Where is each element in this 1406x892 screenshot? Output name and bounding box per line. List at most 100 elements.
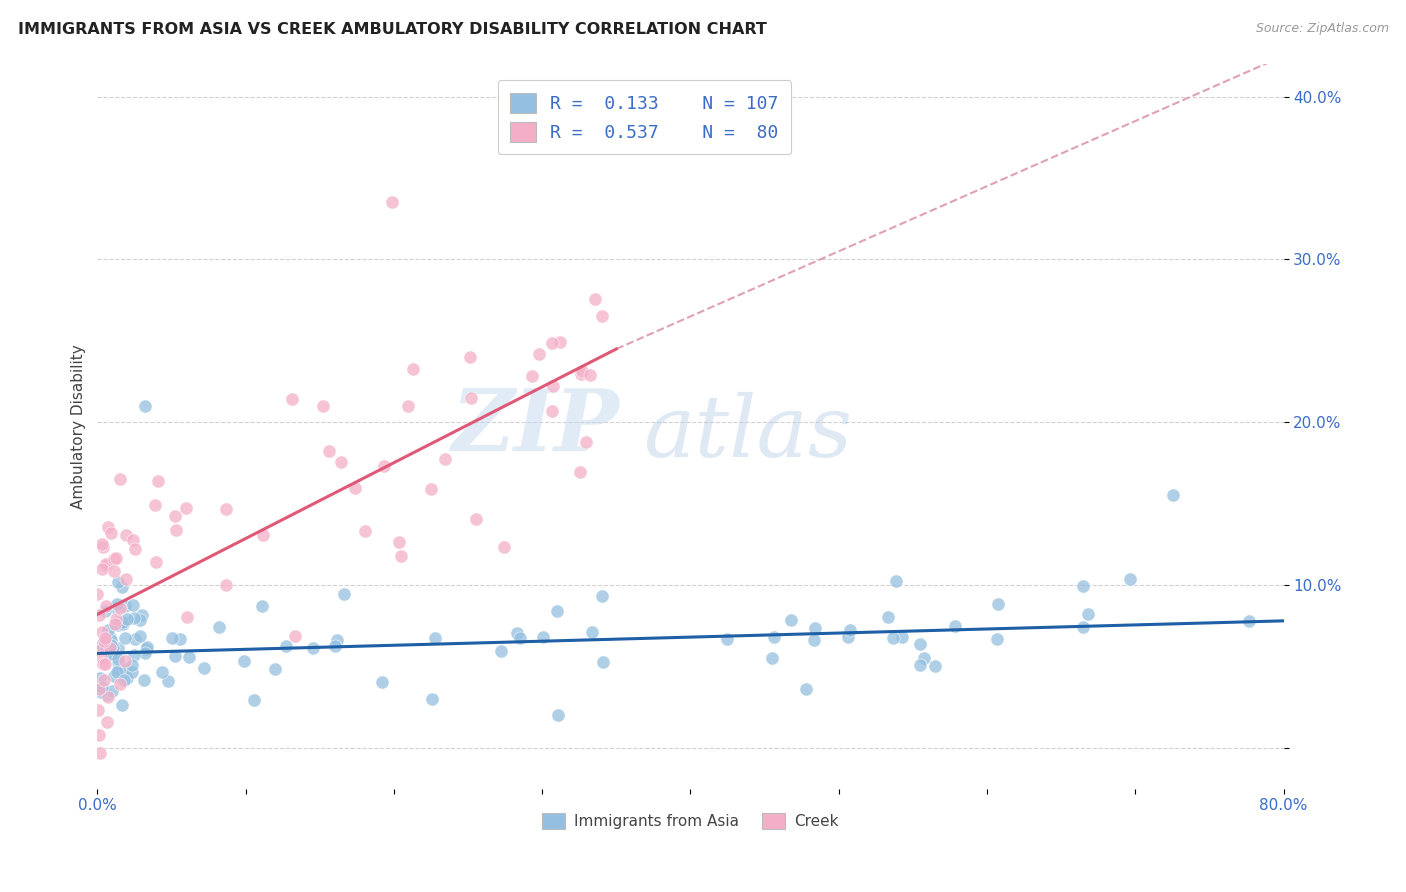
Point (91, 625, 114, 640)
Point (94, 558, 117, 573)
Point (165, 524, 187, 538)
Point (541, 404, 564, 418)
Point (794, 681, 817, 696)
Point (987, 597, 1010, 611)
Point (548, 334, 571, 349)
Point (420, 692, 443, 706)
Point (571, 363, 593, 377)
Point (908, 657, 931, 672)
Point (107, 575, 129, 590)
Point (177, 649, 200, 664)
Point (910, 637, 932, 651)
Point (115, 612, 138, 626)
Point (373, 459, 395, 474)
Point (90, 684, 112, 698)
Point (104, 600, 127, 615)
Point (491, 644, 513, 658)
Point (1077, 607, 1099, 621)
Point (243, 693, 266, 707)
Point (780, 613, 803, 627)
Point (90, 537, 112, 551)
Point (509, 631, 531, 645)
Point (215, 501, 238, 516)
Point (839, 624, 862, 638)
Point (107, 651, 129, 665)
Point (882, 631, 904, 645)
Point (150, 665, 173, 679)
Point (804, 621, 827, 635)
Text: Source: ZipAtlas.com: Source: ZipAtlas.com (1256, 22, 1389, 36)
Point (329, 455, 352, 469)
Point (232, 653, 254, 667)
Point (912, 651, 935, 665)
Point (591, 310, 613, 324)
Point (425, 632, 447, 646)
Point (145, 555, 167, 569)
Point (100, 526, 122, 541)
Point (93, 673, 115, 688)
Point (318, 444, 340, 458)
Point (763, 630, 786, 644)
Point (387, 534, 409, 549)
Point (121, 658, 143, 673)
Point (1071, 620, 1094, 634)
Point (110, 472, 132, 486)
Point (134, 673, 156, 687)
Point (97, 624, 120, 638)
Point (568, 465, 591, 479)
Point (97, 520, 120, 534)
Point (546, 604, 568, 618)
Point (986, 632, 1008, 646)
Point (302, 640, 325, 655)
Point (129, 613, 152, 627)
Point (103, 669, 125, 683)
Point (803, 633, 825, 648)
Point (101, 684, 124, 698)
Point (460, 391, 482, 405)
Point (89, 671, 111, 685)
Point (520, 368, 543, 383)
Point (103, 565, 125, 579)
Point (581, 624, 603, 639)
Point (100, 633, 122, 648)
Point (492, 540, 515, 554)
Point (112, 673, 135, 687)
Point (96, 714, 118, 729)
Text: atlas: atlas (643, 392, 852, 475)
Point (89, 729, 111, 743)
Point (91, 540, 114, 554)
Point (114, 632, 136, 646)
Point (370, 675, 392, 690)
Point (326, 633, 349, 648)
Point (97, 690, 120, 704)
Point (105, 615, 128, 630)
Point (280, 392, 302, 406)
Point (134, 399, 156, 413)
Point (761, 651, 783, 665)
Point (1161, 488, 1184, 502)
Point (434, 451, 457, 466)
Point (91, 638, 114, 652)
Point (124, 632, 146, 647)
Point (94, 558, 117, 572)
Point (540, 335, 562, 350)
Text: IMMIGRANTS FROM ASIA VS CREEK AMBULATORY DISABILITY CORRELATION CHART: IMMIGRANTS FROM ASIA VS CREEK AMBULATORY… (18, 22, 768, 37)
Point (193, 661, 215, 675)
Point (876, 610, 898, 624)
Point (592, 655, 614, 669)
Y-axis label: Ambulatory Disability: Ambulatory Disability (72, 344, 86, 508)
Legend: Immigrants from Asia, Creek: Immigrants from Asia, Creek (536, 807, 845, 835)
Point (332, 587, 354, 601)
Point (105, 550, 128, 565)
Point (107, 657, 129, 671)
Point (90, 650, 112, 665)
Point (527, 347, 550, 361)
Point (134, 646, 156, 660)
Point (163, 509, 186, 524)
Point (100, 638, 122, 652)
Point (143, 498, 166, 512)
Point (115, 671, 138, 685)
Point (101, 640, 124, 654)
Point (111, 698, 134, 713)
Point (156, 674, 179, 689)
